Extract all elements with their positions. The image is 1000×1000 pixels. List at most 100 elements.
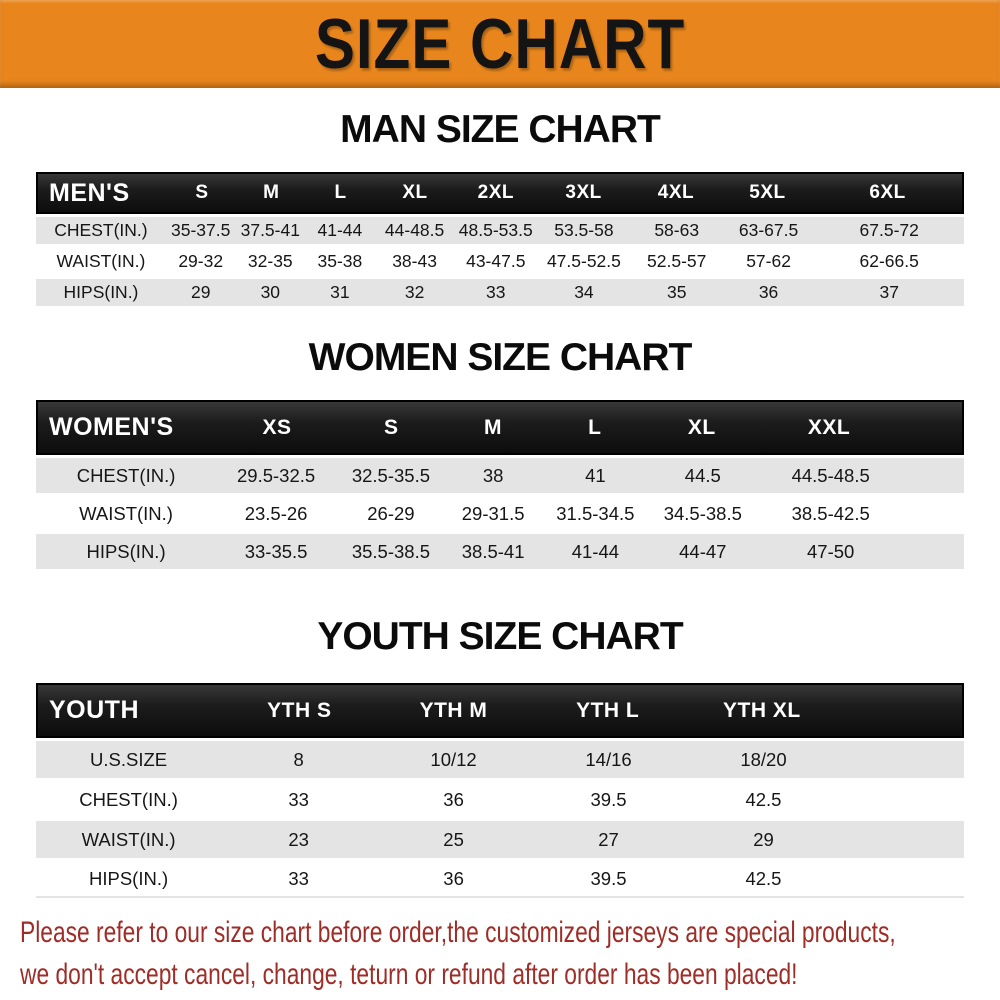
- table-cell: 36: [443, 867, 464, 889]
- womens-waist-row: WAIST(IN.) 23.5-26 26-29 29-31.5 31.5-34…: [36, 496, 964, 531]
- table-cell: 43-47.5: [466, 251, 526, 271]
- youth-chest-row: CHEST(IN.) 33 36 39.5 42.5: [36, 781, 964, 818]
- table-cell: 42.5: [745, 788, 782, 810]
- table-cell: 29: [753, 828, 774, 850]
- table-cell: 62-66.5: [859, 251, 919, 271]
- table-cell: 42.5: [745, 867, 782, 889]
- womens-size-xxl: XXL: [807, 415, 851, 439]
- table-cell: 63-67.5: [738, 220, 799, 240]
- table-cell: 41: [585, 464, 606, 486]
- table-cell: 39.5: [590, 867, 627, 889]
- table-cell: 37.5-41: [240, 220, 300, 240]
- womens-size-l: L: [588, 415, 602, 439]
- banner-title: SIZE CHART: [314, 4, 686, 84]
- table-cell: 35-38: [317, 251, 363, 271]
- table-cell: 10/12: [430, 748, 477, 770]
- table-cell: 29.5-32.5: [237, 464, 316, 486]
- womens-size-s: S: [384, 415, 399, 439]
- table-cell: 36: [758, 282, 779, 302]
- row-label: CHEST(IN.): [79, 788, 178, 810]
- table-cell: 27: [598, 828, 619, 850]
- youth-waist-row: WAIST(IN.) 23 25 27 29: [36, 821, 964, 858]
- mens-size-table: MEN'S S M L XL 2XL 3XL 4XL 5XL 6XL CHEST…: [36, 172, 964, 306]
- mens-size-2xl: 2XL: [477, 182, 514, 203]
- row-label: HIPS(IN.): [89, 867, 169, 889]
- table-cell: 58-63: [654, 220, 700, 240]
- row-label: CHEST(IN.): [76, 464, 176, 486]
- women-section-title: WOMEN SIZE CHART: [308, 336, 693, 379]
- table-cell: 23: [288, 828, 309, 850]
- table-cell: 30: [260, 282, 281, 302]
- table-cell: 8: [293, 748, 304, 770]
- mens-size-s: S: [195, 182, 209, 203]
- youth-header-label: YOUTH: [49, 696, 139, 724]
- womens-size-xl: XL: [687, 415, 716, 439]
- mens-waist-row: WAIST(IN.) 29-32 32-35 35-38 38-43 43-47…: [36, 248, 964, 275]
- youth-ussize-row: U.S.SIZE 8 10/12 14/16 18/20: [36, 741, 964, 778]
- table-cell: 29-32: [178, 251, 224, 271]
- table-cell: 33: [288, 788, 309, 810]
- table-cell: 47-50: [807, 540, 855, 562]
- youth-table-header: YOUTH YTH S YTH M YTH L YTH XL: [36, 683, 964, 738]
- table-cell: 32: [404, 282, 425, 302]
- table-cell: 39.5: [590, 788, 627, 810]
- womens-size-m: M: [484, 415, 503, 439]
- table-cell: 44-47: [679, 540, 727, 562]
- table-cell: 48.5-53.5: [458, 220, 533, 240]
- mens-header-label: MEN'S: [49, 178, 130, 207]
- table-cell: 34: [574, 282, 594, 302]
- womens-header-label: WOMEN'S: [49, 413, 174, 441]
- youth-size-table: YOUTH YTH S YTH M YTH L YTH XL U.S.SIZE …: [36, 683, 964, 898]
- womens-chest-row: CHEST(IN.) 29.5-32.5 32.5-35.5 38 41 44.…: [36, 458, 964, 493]
- youth-section-title: YOUTH SIZE CHART: [317, 615, 683, 658]
- table-cell: 29: [190, 282, 211, 302]
- mens-size-4xl: 4XL: [657, 182, 695, 203]
- table-cell: 18/20: [740, 748, 787, 770]
- table-cell: 47.5-52.5: [546, 251, 621, 271]
- disclaimer-line-1: Please refer to our size chart before or…: [20, 916, 896, 949]
- youth-hips-row: HIPS(IN.) 33 36 39.5 42.5: [36, 861, 964, 898]
- youth-size-l: YTH L: [576, 698, 640, 722]
- row-label: CHEST(IN.): [54, 220, 148, 240]
- table-cell: 57-62: [746, 251, 791, 271]
- table-cell: 38.5-41: [461, 540, 525, 562]
- table-cell: 33: [486, 282, 506, 302]
- table-cell: 35.5-38.5: [351, 540, 431, 562]
- table-cell: 31: [330, 282, 350, 302]
- table-cell: 29-31.5: [461, 502, 525, 524]
- row-label: WAIST(IN.): [79, 502, 173, 524]
- size-chart-banner: SIZE CHART: [0, 0, 1000, 88]
- table-cell: 23.5-26: [244, 502, 308, 524]
- youth-size-xl: YTH XL: [723, 698, 801, 722]
- table-cell: 14/16: [585, 748, 632, 770]
- table-cell: 32.5-35.5: [351, 464, 431, 486]
- table-cell: 67.5-72: [859, 220, 919, 240]
- mens-size-l: L: [334, 182, 347, 203]
- table-cell: 38: [482, 464, 504, 486]
- table-cell: 44.5-48.5: [791, 464, 870, 486]
- youth-size-s: YTH S: [267, 698, 332, 722]
- womens-table-header: WOMEN'S XS S M L XL XXL: [36, 400, 964, 455]
- disclaimer-line-2: we don't accept cancel, change, teturn o…: [20, 958, 798, 991]
- table-cell: 53.5-58: [554, 220, 614, 240]
- womens-hips-row: HIPS(IN.) 33-35.5 35.5-38.5 38.5-41 41-4…: [36, 534, 964, 569]
- mens-size-5xl: 5XL: [749, 182, 786, 203]
- mens-size-3xl: 3XL: [565, 182, 602, 203]
- womens-size-xs: XS: [262, 415, 292, 439]
- mens-chest-row: CHEST(IN.) 35-37.5 37.5-41 41-44 44-48.5…: [36, 217, 964, 244]
- table-cell: 35-37.5: [171, 220, 231, 240]
- table-cell: 44.5: [684, 464, 721, 486]
- table-cell: 41-44: [571, 540, 620, 562]
- table-cell: 33: [288, 867, 309, 889]
- table-cell: 37: [879, 282, 899, 302]
- row-label: WAIST(IN.): [56, 251, 146, 271]
- table-cell: 36: [443, 788, 464, 810]
- table-cell: 33-35.5: [244, 540, 308, 562]
- table-cell: 52.5-57: [647, 251, 707, 271]
- table-cell: 32-35: [247, 251, 293, 271]
- row-label: HIPS(IN.): [63, 282, 139, 302]
- table-cell: 26-29: [367, 502, 415, 524]
- youth-size-m: YTH M: [419, 698, 488, 722]
- row-label: HIPS(IN.): [86, 540, 166, 562]
- row-label: WAIST(IN.): [81, 828, 176, 850]
